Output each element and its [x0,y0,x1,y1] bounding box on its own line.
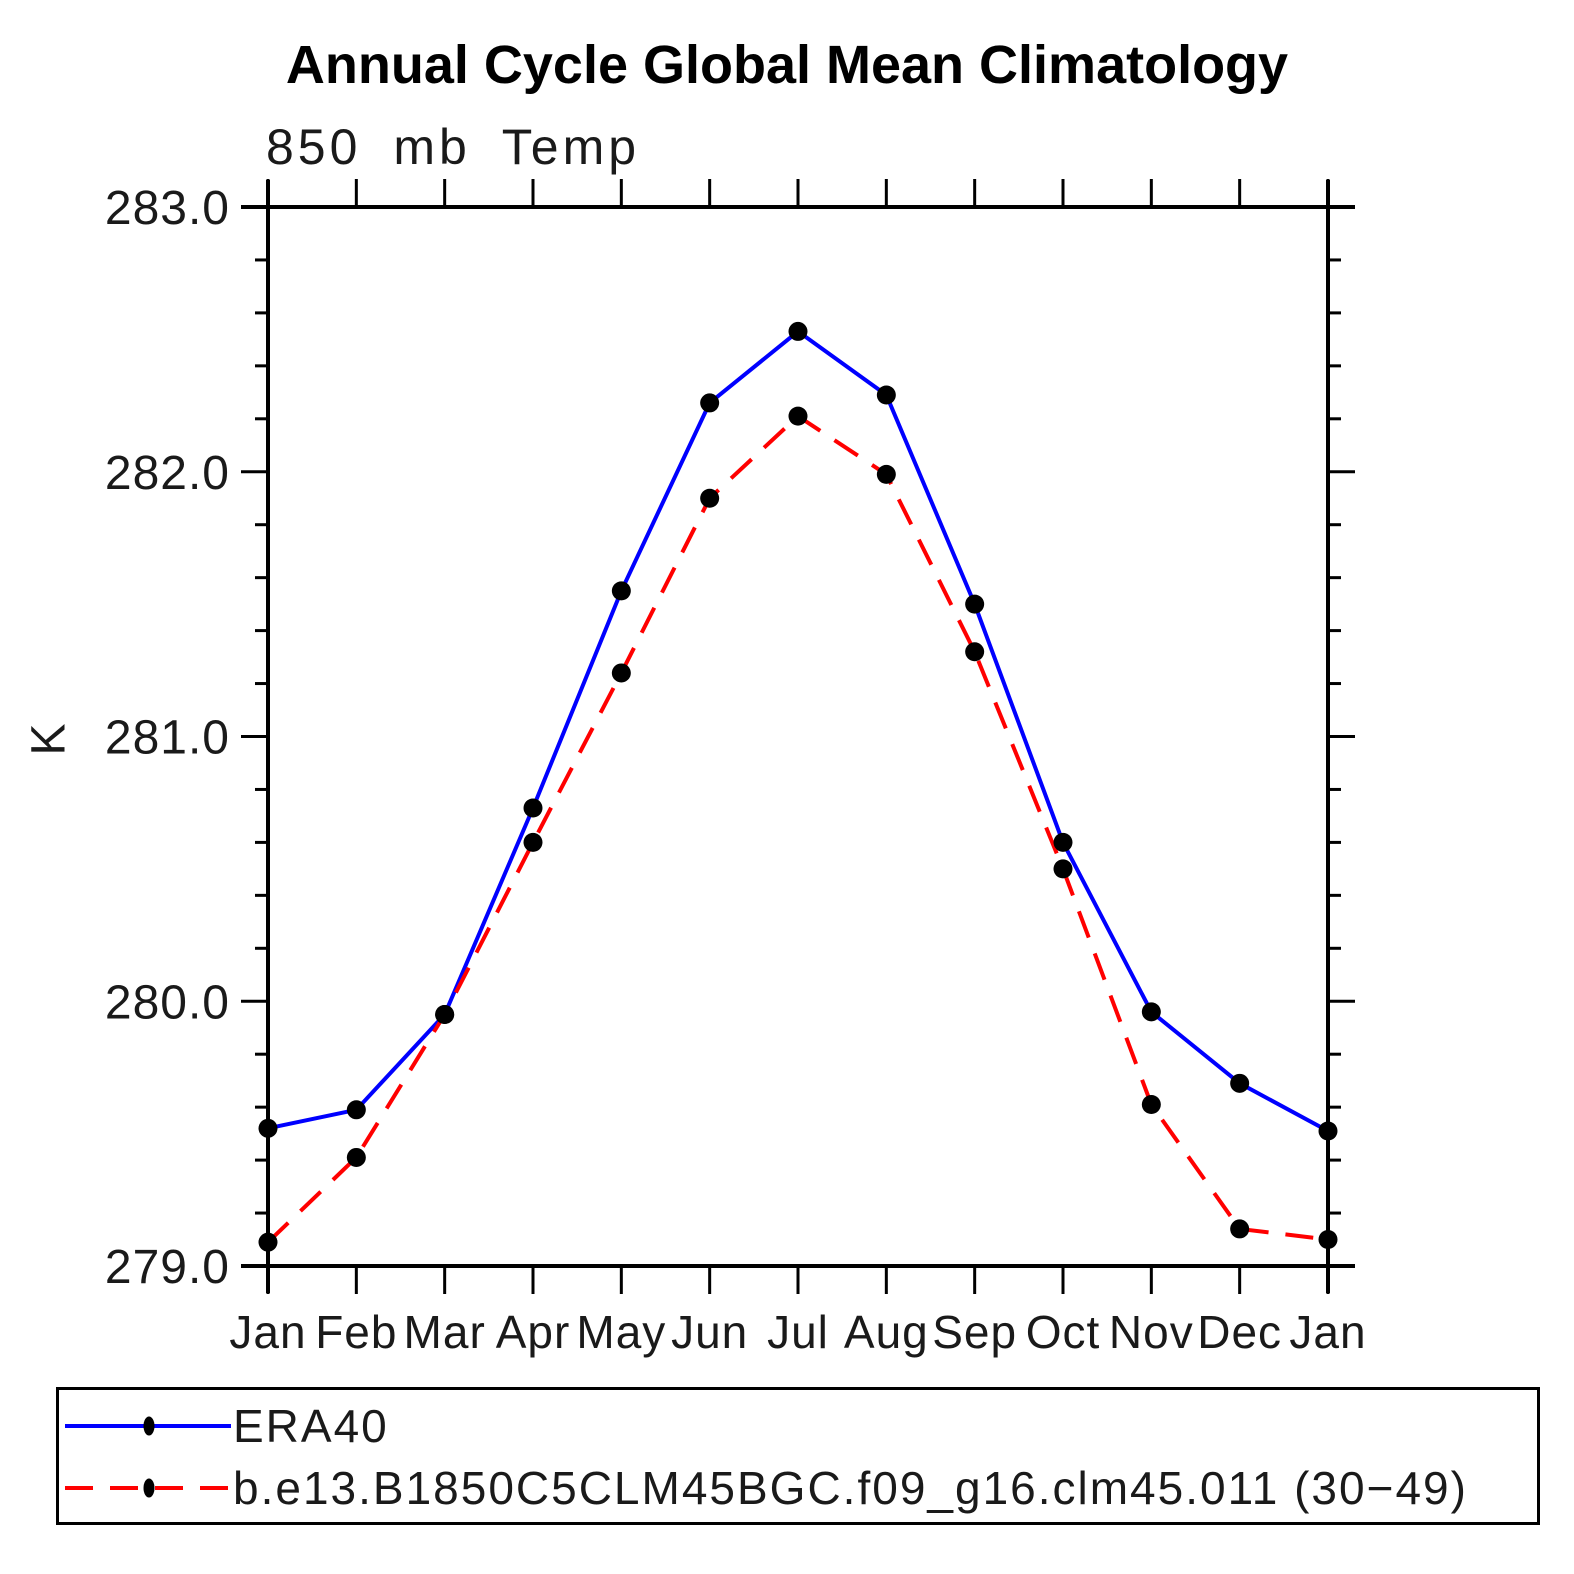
data-point-marker [523,798,543,818]
data-point-marker [1053,859,1073,879]
x-tick-label: Mar [404,1306,486,1358]
y-tick-label: 281.0 [105,712,230,765]
x-tick-label: Nov [1109,1306,1194,1358]
x-tick-label: Jan [229,1306,306,1358]
x-tick-label: Aug [844,1306,929,1358]
data-point-marker [1230,1073,1250,1093]
legend-marker-icon [143,1478,155,1498]
x-tick-label: May [576,1306,666,1358]
legend-item: ERA40 [63,1400,389,1452]
data-point-marker [258,1118,278,1138]
data-point-marker [346,1147,366,1167]
legend-label: ERA40 [233,1400,389,1452]
data-point-marker [258,1232,278,1252]
data-point-marker [700,393,720,413]
x-tick-label: Jul [767,1306,829,1358]
chart-subtitle: 850 mb Temp [266,119,641,175]
legend-swatch-dashed [65,1478,231,1498]
x-tick-label: Jan [1289,1306,1366,1358]
data-point-marker [611,663,631,683]
x-tick-label: Feb [315,1306,397,1358]
series-line-1 [266,413,1329,1244]
legend-marker-icon [143,1416,155,1436]
data-point-marker [876,385,896,405]
x-tick-label: Dec [1197,1306,1282,1358]
y-tick-label: 283.0 [105,182,230,235]
x-tick-label: Apr [496,1306,571,1358]
data-point-marker [1318,1121,1338,1141]
data-point-marker [1230,1219,1250,1239]
data-point-marker [435,1004,455,1024]
legend-swatch-solid [65,1416,231,1436]
y-tick-label: 280.0 [105,976,230,1029]
x-tick-label: Jun [671,1306,748,1358]
y-tick-label: 282.0 [105,447,230,500]
data-point-marker [788,321,808,341]
data-point-marker [788,406,808,426]
data-point-marker [965,642,985,662]
data-point-marker [1318,1230,1338,1250]
data-point-marker [611,581,631,601]
data-point-marker [346,1100,366,1120]
x-tick-label: Sep [932,1306,1017,1358]
series-line-0 [267,328,1329,1133]
y-tick-label: 279.0 [105,1241,230,1294]
data-point-marker [1053,832,1073,852]
chart-title: Annual Cycle Global Mean Climatology [285,35,1289,95]
data-point-marker [876,464,896,484]
data-point-marker [1141,1002,1161,1022]
data-point-marker [1141,1095,1161,1115]
data-point-marker [700,488,720,508]
data-point-marker [965,594,985,614]
data-point-marker [523,832,543,852]
x-tick-label: Oct [1026,1306,1101,1358]
legend-item: b.e13.B1850C5CLM45BGC.f09_g16.clm45.011 … [63,1462,1468,1514]
legend-label: b.e13.B1850C5CLM45BGC.f09_g16.clm45.011 … [233,1462,1468,1514]
legend-box: ERA40 b.e13.B1850C5CLM45BGC.f09_g16.clm45… [56,1387,1540,1525]
